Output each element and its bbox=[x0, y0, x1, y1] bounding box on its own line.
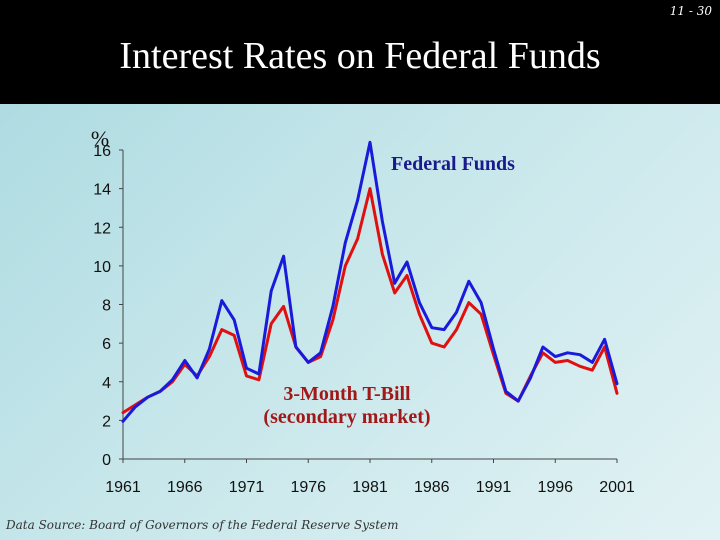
y-tick-label: 6 bbox=[102, 336, 111, 353]
x-tick-label: 1971 bbox=[229, 479, 265, 496]
x-tick-label: 1966 bbox=[167, 479, 203, 496]
series-line-federal-funds bbox=[121, 140, 619, 423]
x-tick-label: 1961 bbox=[105, 479, 141, 496]
x-tick-label: 1986 bbox=[414, 479, 450, 496]
data-source-note: Data Source: Board of Governors of the F… bbox=[6, 518, 399, 532]
y-axis-label: % bbox=[91, 126, 109, 151]
y-tick-label: 14 bbox=[93, 182, 111, 199]
y-tick-label: 16 bbox=[93, 143, 111, 160]
y-tick-label: 10 bbox=[93, 259, 111, 276]
y-tick-label: 4 bbox=[102, 375, 111, 392]
tbill-annotation-line2: (secondary market) bbox=[263, 406, 430, 428]
x-tick-label: 2001 bbox=[599, 479, 635, 496]
tbill-annotation-line1: 3-Month T-Bill bbox=[283, 383, 411, 405]
y-tick-label: 2 bbox=[102, 413, 111, 430]
x-tick-label: 1981 bbox=[352, 479, 388, 496]
y-tick-label: 0 bbox=[102, 452, 111, 469]
federal-funds-annotation: Federal Funds bbox=[391, 153, 515, 175]
title-band bbox=[0, 0, 720, 104]
slide-title: Interest Rates on Federal Funds bbox=[119, 35, 601, 77]
y-tick-label: 12 bbox=[93, 220, 111, 237]
x-tick-label: 1991 bbox=[476, 479, 512, 496]
slide-number: 11 - 30 bbox=[669, 4, 712, 18]
x-tick-label: 1996 bbox=[537, 479, 573, 496]
x-tick-label: 1976 bbox=[290, 479, 326, 496]
y-tick-label: 8 bbox=[102, 298, 111, 315]
